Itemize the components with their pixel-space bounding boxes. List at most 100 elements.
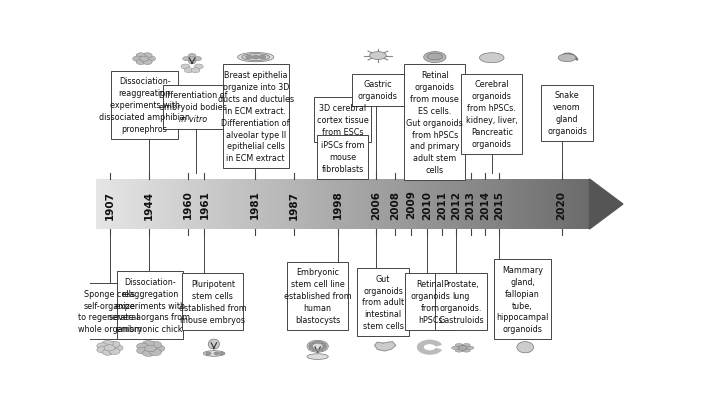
Text: 1907: 1907 [104,190,114,219]
FancyBboxPatch shape [112,71,178,139]
Text: stem cell line: stem cell line [291,279,345,288]
Bar [482,179,487,230]
Bar [557,179,561,230]
FancyBboxPatch shape [117,271,183,339]
Bar [170,179,174,230]
Circle shape [136,60,145,65]
Circle shape [189,58,196,62]
Text: Gastruloids: Gastruloids [438,315,484,324]
Bar [248,179,252,230]
Bar [182,179,186,230]
Bar [264,179,269,230]
FancyBboxPatch shape [436,274,487,330]
Text: in ECM extract: in ECM extract [227,154,285,163]
Bar [116,179,120,230]
Text: self-organize: self-organize [84,301,135,310]
Bar [104,179,108,230]
Bar [528,179,532,230]
Circle shape [315,341,320,343]
Bar [585,179,590,230]
Text: established from: established from [179,303,247,312]
FancyBboxPatch shape [81,283,138,339]
Circle shape [189,60,196,65]
Bar [223,179,228,230]
Bar [490,179,495,230]
Bar [417,179,420,230]
Text: embryonic chick: embryonic chick [117,324,183,333]
Bar [375,179,379,230]
FancyBboxPatch shape [182,274,243,330]
Text: 2012: 2012 [451,190,461,219]
Text: hPSCs: hPSCs [418,315,443,324]
FancyBboxPatch shape [163,85,224,130]
Bar [202,179,207,230]
Bar [334,179,338,230]
Text: 2015: 2015 [494,190,504,219]
Bar [564,179,569,230]
Bar [132,179,137,230]
Circle shape [183,58,190,62]
Circle shape [137,343,148,350]
Ellipse shape [203,351,225,356]
Bar [532,179,536,230]
Text: Mammary: Mammary [502,265,543,274]
Circle shape [319,342,323,344]
Ellipse shape [307,341,328,352]
Text: cortex tissue: cortex tissue [317,115,369,124]
Bar [540,179,544,230]
Circle shape [136,53,145,59]
Bar [536,179,540,230]
Text: from: from [420,303,440,312]
Text: Differentiation of: Differentiation of [222,118,290,127]
Bar [166,179,170,230]
Text: Differentiation of: Differentiation of [159,91,228,100]
Text: hippocampal: hippocampal [496,313,549,322]
Circle shape [153,345,165,352]
Circle shape [259,56,266,60]
Ellipse shape [466,346,474,350]
Text: fibroblasts: fibroblasts [322,165,364,174]
Ellipse shape [238,53,274,63]
Bar [244,179,248,230]
Bar [235,179,240,230]
Text: Cerebral: Cerebral [474,80,509,89]
FancyBboxPatch shape [405,65,465,181]
Circle shape [104,345,115,351]
Bar [219,179,223,230]
Bar [503,179,507,230]
Bar [359,179,363,230]
Bar [269,179,273,230]
Bar [462,179,466,230]
Bar [194,179,199,230]
Bar [289,179,293,230]
Text: 2006: 2006 [371,190,381,219]
Bar [207,179,211,230]
Bar [149,179,153,230]
Bar [314,179,318,230]
Text: established from: established from [284,292,351,301]
Bar [161,179,166,230]
Bar [281,179,285,230]
Text: reaggreation: reaggreation [119,89,171,98]
Text: iPSCs from: iPSCs from [321,141,364,150]
Bar [260,179,264,230]
Bar [466,179,470,230]
Text: from adult: from adult [362,298,404,307]
Text: from ESCs: from ESCs [322,128,364,136]
Bar [487,179,490,230]
Bar [372,179,375,230]
Ellipse shape [455,349,463,352]
Bar [404,179,408,230]
Bar [544,179,548,230]
Text: stem cells: stem cells [192,292,233,301]
Text: 2020: 2020 [557,190,567,219]
Bar [384,179,388,230]
Circle shape [312,342,316,344]
Text: experiments with: experiments with [109,101,180,110]
Bar [573,179,577,230]
Ellipse shape [451,346,459,350]
FancyBboxPatch shape [494,260,551,339]
Ellipse shape [462,344,470,347]
Bar [379,179,384,230]
Bar [523,179,528,230]
